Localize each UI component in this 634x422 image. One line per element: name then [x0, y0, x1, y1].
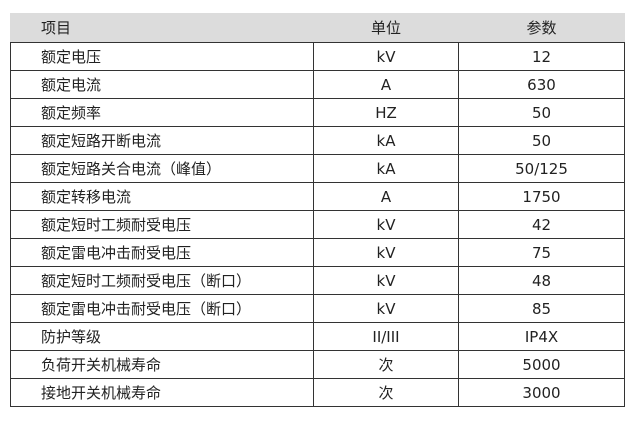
cell-item: 额定电流 [10, 70, 314, 99]
cell-unit: kV [313, 266, 459, 295]
header-item: 项目 [10, 13, 314, 43]
cell-unit: kV [313, 238, 459, 267]
cell-unit: 次 [313, 350, 459, 379]
cell-value: 630 [458, 70, 625, 99]
cell-item: 额定短路开断电流 [10, 126, 314, 155]
cell-unit: A [313, 70, 459, 99]
table-row: 额定雷电冲击耐受电压（断口） kV 85 [10, 294, 625, 323]
cell-value: 48 [458, 266, 625, 295]
cell-item: 额定雷电冲击耐受电压 [10, 238, 314, 267]
table-row: 额定转移电流 A 1750 [10, 182, 625, 211]
cell-unit: 次 [313, 378, 459, 407]
cell-item: 额定电压 [10, 42, 314, 71]
table-row: 额定电流 A 630 [10, 70, 625, 99]
cell-item: 额定转移电流 [10, 182, 314, 211]
cell-unit: kA [313, 154, 459, 183]
parameter-table: 项目 单位 参数 额定电压 kV 12 额定电流 A 630 额定频率 HZ 50 额定短路开断电… [10, 13, 625, 407]
table-row: 防护等级 II/III IP4X [10, 322, 625, 351]
cell-value: IP4X [458, 322, 625, 351]
cell-value: 75 [458, 238, 625, 267]
cell-value: 50 [458, 98, 625, 127]
cell-item: 额定频率 [10, 98, 314, 127]
cell-item: 额定雷电冲击耐受电压（断口） [10, 294, 314, 323]
cell-item: 额定短路关合电流（峰值） [10, 154, 314, 183]
cell-item: 额定短时工频耐受电压（断口） [10, 266, 314, 295]
table-row: 额定电压 kV 12 [10, 42, 625, 71]
header-unit: 单位 [313, 13, 459, 43]
table-row: 额定短路关合电流（峰值） kA 50/125 [10, 154, 625, 183]
table-row: 额定短时工频耐受电压（断口） kV 48 [10, 266, 625, 295]
table-row: 额定雷电冲击耐受电压 kV 75 [10, 238, 625, 267]
table-row: 额定频率 HZ 50 [10, 98, 625, 127]
cell-unit: A [313, 182, 459, 211]
cell-unit: kA [313, 126, 459, 155]
cell-value: 12 [458, 42, 625, 71]
table-row: 额定短路开断电流 kA 50 [10, 126, 625, 155]
cell-value: 5000 [458, 350, 625, 379]
cell-value: 50/125 [458, 154, 625, 183]
cell-value: 42 [458, 210, 625, 239]
cell-value: 85 [458, 294, 625, 323]
cell-unit: kV [313, 210, 459, 239]
table-row: 负荷开关机械寿命次 5000 [10, 350, 625, 379]
table-header-row: 项目 单位 参数 [10, 13, 625, 43]
cell-value: 1750 [458, 182, 625, 211]
header-value: 参数 [458, 13, 625, 43]
cell-value: 3000 [458, 378, 625, 407]
table-row: 接地开关机械寿命次 3000 [10, 378, 625, 407]
cell-value: 50 [458, 126, 625, 155]
cell-item: 额定短时工频耐受电压 [10, 210, 314, 239]
cell-unit: kV [313, 294, 459, 323]
cell-unit: II/III [313, 322, 459, 351]
cell-unit: kV [313, 42, 459, 71]
cell-item: 负荷开关机械寿命 [10, 350, 314, 379]
cell-item: 接地开关机械寿命 [10, 378, 314, 407]
cell-unit: HZ [313, 98, 459, 127]
cell-item: 防护等级 [10, 322, 314, 351]
table-row: 额定短时工频耐受电压 kV 42 [10, 210, 625, 239]
